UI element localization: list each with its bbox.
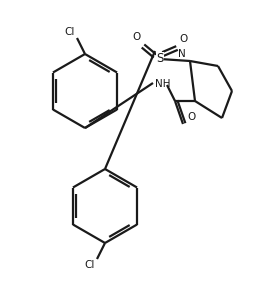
- Text: Cl: Cl: [85, 260, 95, 270]
- Text: N: N: [178, 49, 186, 59]
- Text: O: O: [179, 34, 187, 44]
- Text: O: O: [133, 32, 141, 42]
- Text: S: S: [156, 51, 164, 65]
- Text: NH: NH: [155, 79, 171, 89]
- Text: O: O: [187, 112, 195, 122]
- Text: Cl: Cl: [64, 27, 75, 37]
